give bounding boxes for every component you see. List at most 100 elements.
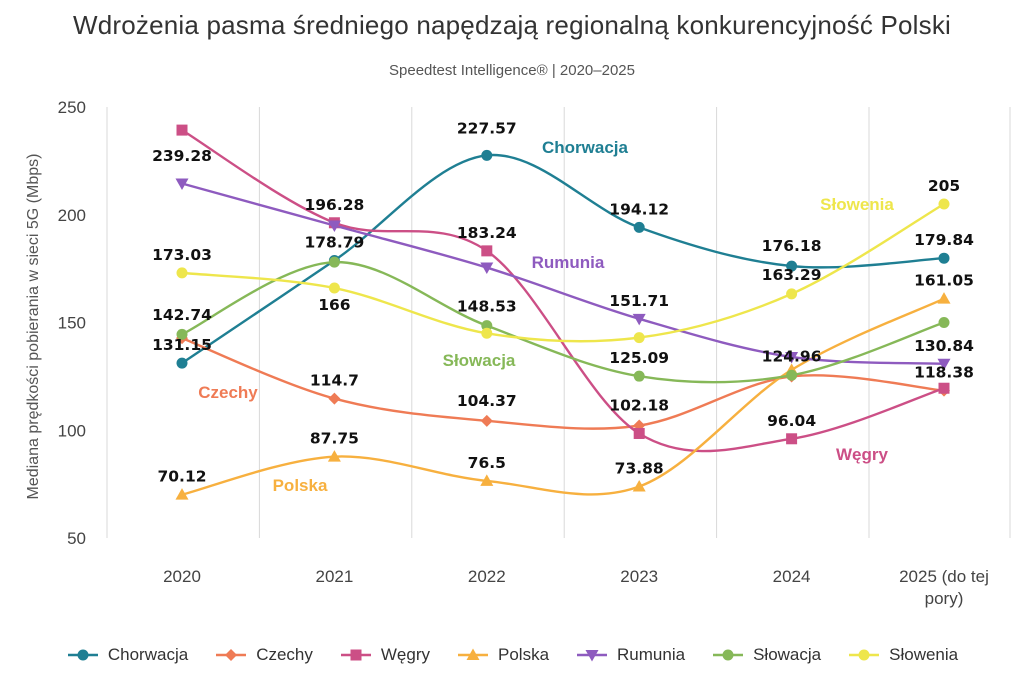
data-label: 163.29 <box>762 266 822 284</box>
series-inline-label: Chorwacja <box>542 138 629 157</box>
data-label: 130.84 <box>914 337 974 355</box>
data-point <box>937 292 951 304</box>
legend-item: Węgry <box>339 645 430 665</box>
x-tick-label: 2020 <box>163 567 201 586</box>
y-tick-label: 200 <box>58 206 86 225</box>
legend-marker-icon <box>585 650 599 662</box>
chart-title: Wdrożenia pasma średniego napędzają regi… <box>72 10 952 40</box>
line-chart: 50 100 150 200 250 Mediana prędkości pobieran… <box>25 98 1011 608</box>
legend-swatch-icon <box>216 649 247 661</box>
data-label: 131.15 <box>152 336 212 354</box>
data-point <box>481 149 493 161</box>
data-label: 118.38 <box>914 364 974 382</box>
legend: Chorwacja Czechy Węgry Polska Rumunia Słowacj… <box>0 640 1024 670</box>
series-inline-label: Rumunia <box>532 253 605 272</box>
y-axis-label: Mediana prędkości pobierania w sieci 5G … <box>25 154 42 500</box>
legend-item: Chorwacja <box>66 645 188 665</box>
x-tick-label: 2023 <box>620 567 658 586</box>
legend-label: Polska <box>498 645 550 664</box>
legend-marker-icon <box>722 649 734 661</box>
data-labels: 131.15 178.79 227.57 194.12 176.18 179.84 Chor… <box>152 119 974 495</box>
chart-subtitle: Speedtest Intelligence® | 2020–2025 <box>389 62 635 79</box>
data-label: 183.24 <box>457 224 517 242</box>
data-label: 76.5 <box>468 454 506 472</box>
data-label: 178.79 <box>304 233 364 251</box>
data-point <box>633 332 645 344</box>
series-line <box>181 202 945 343</box>
data-point <box>481 245 493 257</box>
data-label: 124.96 <box>762 347 822 365</box>
legend-marker-icon <box>858 649 870 661</box>
legend-swatch-icon <box>458 648 488 660</box>
legend-label: Rumunia <box>617 645 686 664</box>
data-point <box>633 221 645 233</box>
grid-lines <box>106 107 1011 538</box>
data-label: 205 <box>928 177 960 195</box>
y-tick-label: 150 <box>58 314 86 333</box>
legend-marker-icon <box>350 649 362 661</box>
legend-item: Słowacja <box>711 645 821 665</box>
series-line <box>181 129 945 453</box>
data-label: 166 <box>318 296 350 314</box>
legend-swatch-icon <box>849 649 880 661</box>
legend-swatch-icon <box>713 649 744 661</box>
data-label: 73.88 <box>615 460 664 478</box>
legend-marker-icon <box>466 648 480 660</box>
data-label: 161.05 <box>914 272 974 290</box>
x-tick-label: 2024 <box>773 567 811 586</box>
data-point <box>633 370 645 382</box>
data-label: 194.12 <box>609 200 669 218</box>
x-tick-label: 2022 <box>468 567 506 586</box>
data-label: 104.37 <box>457 392 517 410</box>
data-label: 151.71 <box>609 292 669 310</box>
series-line <box>181 260 945 384</box>
data-point <box>328 392 341 405</box>
data-point <box>633 427 645 439</box>
data-point <box>481 320 493 332</box>
legend-swatch-icon <box>67 649 98 661</box>
series-inline-label: Czechy <box>198 383 258 402</box>
legend-label: Chorwacja <box>107 645 189 664</box>
data-point <box>937 358 951 371</box>
data-label: 96.04 <box>767 412 816 430</box>
y-tick-label: 100 <box>58 421 86 440</box>
series-line <box>181 153 945 365</box>
data-point <box>632 313 646 326</box>
data-label: 148.53 <box>457 298 517 316</box>
series-słowacja <box>176 256 950 384</box>
series-inline-label: Polska <box>273 476 328 495</box>
legend-item: Polska <box>456 645 549 665</box>
series-inline-label: Słowenia <box>820 195 894 214</box>
data-point <box>632 480 646 492</box>
data-label: 227.57 <box>457 119 517 137</box>
y-tick-label: 250 <box>58 98 86 117</box>
data-point <box>786 369 798 381</box>
data-point <box>786 433 798 445</box>
legend-swatch-icon <box>340 649 371 661</box>
data-point <box>480 474 494 486</box>
legend-label: Węgry <box>380 645 430 664</box>
data-point <box>175 488 189 500</box>
series-słowenia <box>176 198 950 344</box>
series-lines <box>175 124 951 500</box>
data-point <box>481 327 493 339</box>
data-point <box>327 220 341 233</box>
data-label: 179.84 <box>914 231 974 249</box>
series-polska <box>175 292 951 500</box>
data-point <box>176 124 188 136</box>
data-point <box>328 282 340 294</box>
legend-item: Czechy <box>214 645 313 665</box>
data-point <box>938 198 950 210</box>
series-inline-label: Węgry <box>836 445 889 464</box>
data-point <box>328 256 340 268</box>
series-line <box>181 297 945 496</box>
data-point <box>176 267 188 279</box>
data-label: 102.18 <box>609 397 669 415</box>
legend-swatch-icon <box>577 650 608 662</box>
data-point <box>176 328 188 340</box>
legend-item: Rumunia <box>575 645 685 665</box>
data-point <box>938 317 950 328</box>
y-tick-label: 50 <box>67 529 86 548</box>
data-point <box>786 260 798 272</box>
data-point <box>938 252 950 264</box>
